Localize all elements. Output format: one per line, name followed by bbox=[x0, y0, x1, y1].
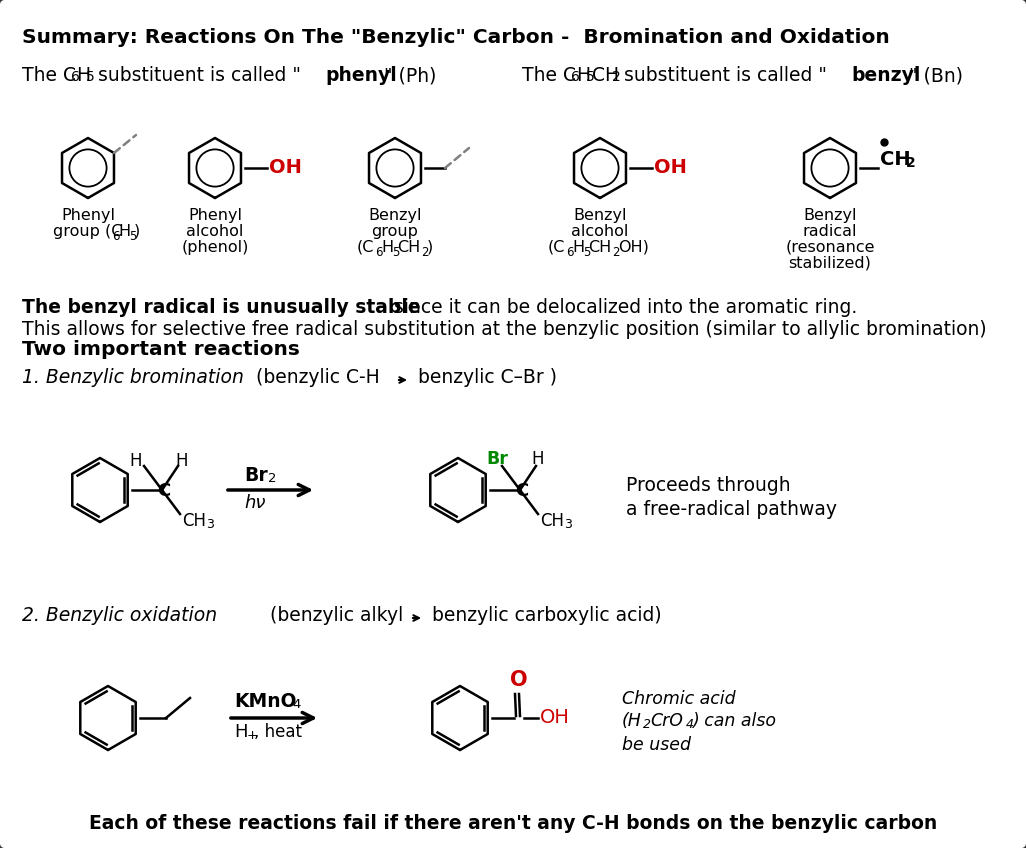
Text: H: H bbox=[531, 450, 544, 468]
Text: (phenol): (phenol) bbox=[182, 240, 248, 255]
Text: H: H bbox=[77, 66, 90, 85]
Text: OH: OH bbox=[540, 708, 569, 727]
Text: The benzyl radical is unusually stable: The benzyl radical is unusually stable bbox=[22, 298, 421, 317]
Text: H: H bbox=[129, 452, 143, 470]
Text: OH): OH) bbox=[618, 240, 648, 255]
Text: phenyl: phenyl bbox=[325, 66, 397, 85]
Text: CH: CH bbox=[397, 240, 421, 255]
Text: 4: 4 bbox=[686, 718, 694, 731]
Text: H: H bbox=[175, 452, 188, 470]
Text: Proceeds through: Proceeds through bbox=[626, 476, 791, 495]
Text: 6: 6 bbox=[71, 70, 79, 84]
Text: benzylic C–Br ): benzylic C–Br ) bbox=[412, 368, 557, 387]
Text: since it can be delocalized into the aromatic ring.: since it can be delocalized into the aro… bbox=[388, 298, 858, 317]
Text: 3: 3 bbox=[564, 518, 571, 531]
Text: substituent is called ": substituent is called " bbox=[618, 66, 827, 85]
Text: H: H bbox=[573, 240, 584, 255]
Text: OH: OH bbox=[654, 158, 686, 177]
Text: Benzyl: Benzyl bbox=[803, 208, 857, 223]
Text: +: + bbox=[247, 729, 258, 742]
Text: CH: CH bbox=[880, 150, 911, 169]
Text: 5: 5 bbox=[129, 230, 136, 243]
Text: The C: The C bbox=[522, 66, 576, 85]
Text: 1. Benzylic bromination: 1. Benzylic bromination bbox=[22, 368, 244, 387]
Text: ): ) bbox=[427, 240, 433, 255]
Text: (benzylic C-H: (benzylic C-H bbox=[238, 368, 386, 387]
Text: This allows for selective free radical substitution at the benzylic position (si: This allows for selective free radical s… bbox=[22, 320, 987, 339]
Text: Summary: Reactions On The "Benzylic" Carbon -  Bromination and Oxidation: Summary: Reactions On The "Benzylic" Car… bbox=[22, 28, 890, 47]
Text: 2. Benzylic oxidation: 2. Benzylic oxidation bbox=[22, 606, 218, 625]
Text: be used: be used bbox=[622, 736, 690, 754]
Text: (C: (C bbox=[357, 240, 374, 255]
Text: 5: 5 bbox=[583, 246, 590, 259]
Text: CrO: CrO bbox=[650, 712, 683, 730]
Text: 6: 6 bbox=[570, 70, 580, 84]
Text: Phenyl: Phenyl bbox=[61, 208, 115, 223]
Text: Phenyl: Phenyl bbox=[188, 208, 242, 223]
Text: 2: 2 bbox=[611, 70, 621, 84]
Text: 5: 5 bbox=[86, 70, 95, 84]
Text: Two important reactions: Two important reactions bbox=[22, 340, 300, 359]
Text: H: H bbox=[381, 240, 393, 255]
Text: Chromic acid: Chromic acid bbox=[622, 690, 736, 708]
Text: " (Ph): " (Ph) bbox=[384, 66, 436, 85]
Text: CH: CH bbox=[592, 66, 620, 85]
Text: 6: 6 bbox=[374, 246, 383, 259]
Text: C: C bbox=[515, 482, 528, 500]
Text: a free-radical pathway: a free-radical pathway bbox=[626, 500, 837, 519]
Text: , heat: , heat bbox=[254, 723, 302, 741]
Text: O: O bbox=[510, 670, 527, 690]
Text: " (Bn): " (Bn) bbox=[909, 66, 963, 85]
Text: ): ) bbox=[134, 224, 141, 239]
Text: (C: (C bbox=[548, 240, 565, 255]
Text: 6: 6 bbox=[566, 246, 574, 259]
Text: H: H bbox=[577, 66, 591, 85]
Text: 2: 2 bbox=[643, 718, 652, 731]
Text: CH: CH bbox=[540, 512, 564, 530]
Text: alcohol: alcohol bbox=[571, 224, 629, 239]
Text: Br: Br bbox=[244, 466, 268, 485]
Text: substituent is called ": substituent is called " bbox=[92, 66, 302, 85]
Text: 2: 2 bbox=[268, 472, 276, 485]
Text: 2: 2 bbox=[611, 246, 620, 259]
Text: benzylic carboxylic acid): benzylic carboxylic acid) bbox=[426, 606, 662, 625]
Text: group: group bbox=[371, 224, 419, 239]
Text: ) can also: ) can also bbox=[692, 712, 776, 730]
Text: benzyl: benzyl bbox=[851, 66, 920, 85]
Text: 5: 5 bbox=[392, 246, 399, 259]
Text: 4: 4 bbox=[292, 698, 301, 711]
Text: 2: 2 bbox=[906, 156, 916, 170]
Text: radical: radical bbox=[802, 224, 858, 239]
Text: The C: The C bbox=[22, 66, 76, 85]
Text: 6: 6 bbox=[112, 230, 119, 243]
Text: Benzyl: Benzyl bbox=[368, 208, 422, 223]
Text: C: C bbox=[157, 482, 170, 500]
Text: 3: 3 bbox=[206, 518, 213, 531]
Text: Each of these reactions fail if there aren't any C-H bonds on the benzylic carbo: Each of these reactions fail if there ar… bbox=[89, 814, 937, 833]
Text: CH: CH bbox=[182, 512, 206, 530]
Text: (benzylic alkyl: (benzylic alkyl bbox=[240, 606, 409, 625]
Text: (resonance: (resonance bbox=[785, 240, 875, 255]
Text: CH: CH bbox=[588, 240, 611, 255]
Text: Benzyl: Benzyl bbox=[574, 208, 627, 223]
Text: KMnO: KMnO bbox=[234, 692, 297, 711]
Text: 5: 5 bbox=[586, 70, 595, 84]
Text: OH: OH bbox=[269, 158, 302, 177]
Text: (H: (H bbox=[622, 712, 642, 730]
Text: 2: 2 bbox=[421, 246, 429, 259]
Text: hν: hν bbox=[244, 494, 266, 512]
Text: H: H bbox=[118, 224, 130, 239]
Text: stabilized): stabilized) bbox=[789, 256, 871, 271]
Text: H: H bbox=[234, 723, 247, 741]
Text: Br: Br bbox=[486, 450, 508, 468]
Text: group (C: group (C bbox=[53, 224, 123, 239]
Text: alcohol: alcohol bbox=[187, 224, 244, 239]
